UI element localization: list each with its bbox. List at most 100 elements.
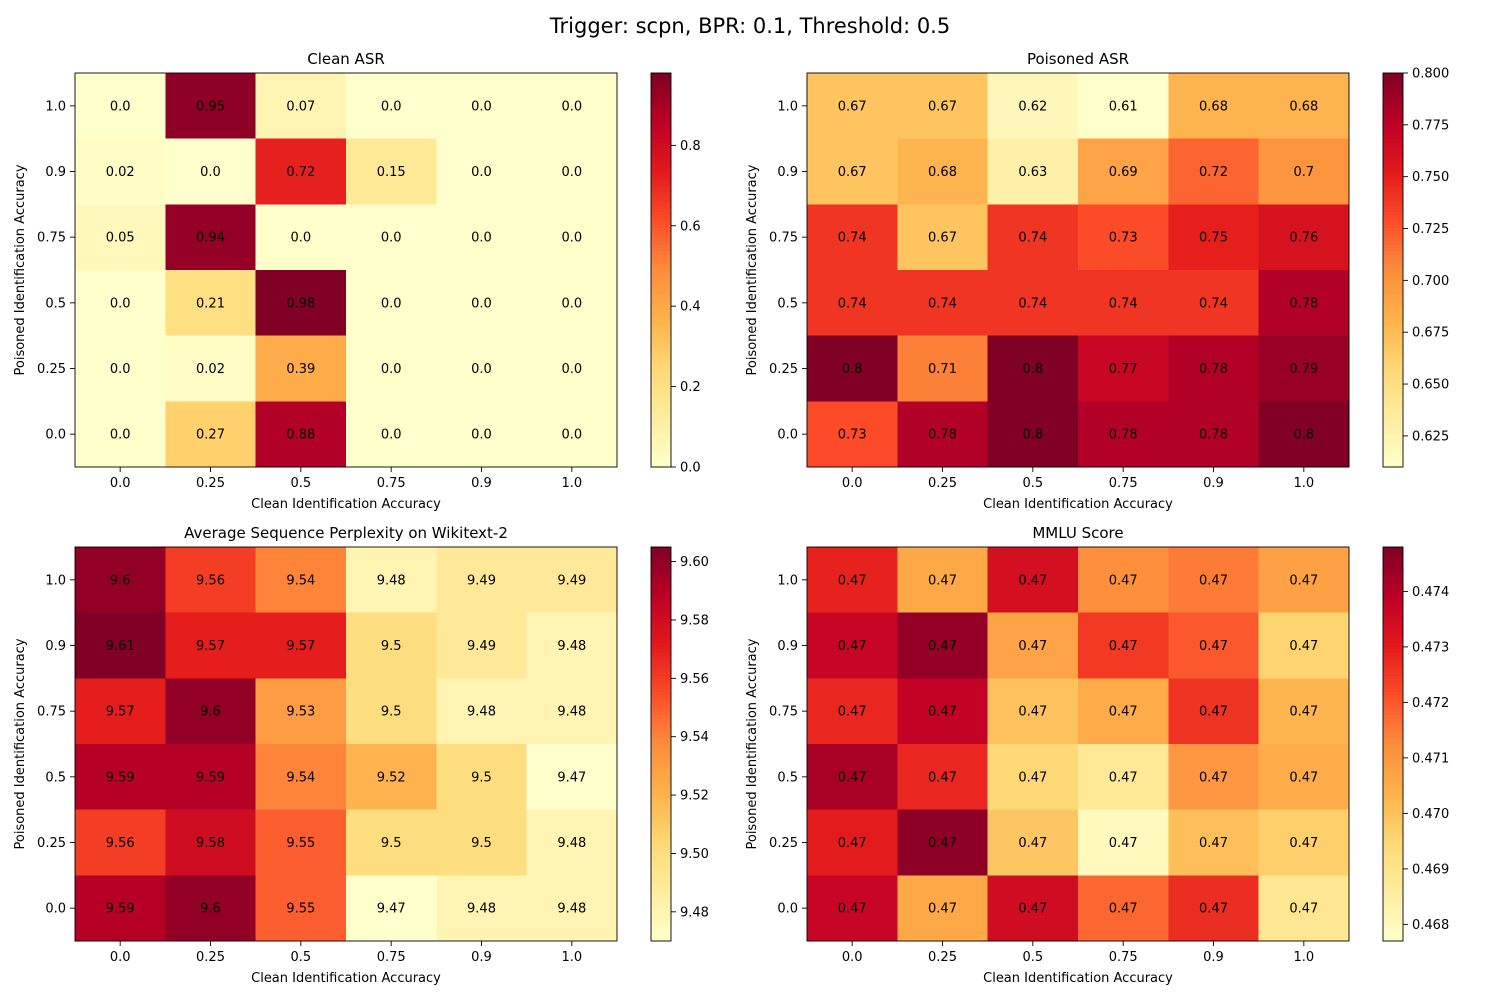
y-axis-label: Poisoned Identification Accuracy	[13, 638, 28, 849]
heatmap-cell	[897, 547, 989, 614]
heatmap-cell	[165, 401, 257, 468]
cell-label: 9.55	[286, 836, 315, 851]
cell-label: 0.7	[1293, 165, 1314, 180]
y-tick-label: 1.0	[777, 573, 798, 588]
x-tick-label: 0.75	[377, 476, 406, 491]
colorbar-segment	[1383, 358, 1403, 363]
cell-label: 0.95	[196, 99, 225, 114]
colorbar-segment	[1383, 750, 1403, 755]
colorbar-segment	[1383, 312, 1403, 317]
plot-frame	[806, 72, 1350, 468]
x-tick-label: 1.0	[561, 950, 582, 965]
colorbar-segment	[1383, 132, 1403, 137]
colorbar-segment	[651, 921, 671, 926]
colorbar-segment	[1383, 227, 1403, 232]
colorbar-segment	[1383, 911, 1403, 916]
heatmap-cell	[255, 73, 347, 140]
plot-title: Clean ASR	[307, 50, 385, 68]
cell-label: 0.78	[1199, 362, 1228, 377]
colorbar-segment	[651, 750, 671, 755]
heatmap-cell	[75, 401, 166, 468]
cell-label: 0.67	[928, 99, 957, 114]
colorbar-segment	[651, 655, 671, 660]
colorbar-segment	[651, 450, 671, 455]
colorbar-segment	[651, 891, 671, 896]
colorbar-segment	[1383, 658, 1403, 663]
heatmap-cell	[807, 270, 898, 337]
heatmap-cell	[255, 744, 347, 811]
colorbar-segment	[651, 371, 671, 376]
colorbar-segment	[1383, 881, 1403, 886]
cell-label: 0.0	[290, 231, 311, 246]
heatmap-cell	[897, 204, 989, 271]
heatmap-cell	[436, 401, 528, 468]
colorbar-segment	[1383, 450, 1403, 455]
cell-label: 0.47	[1018, 902, 1047, 917]
heatmap-cell	[1078, 809, 1169, 876]
cell-label: 9.48	[467, 705, 496, 720]
heatmap-cell	[987, 612, 1079, 679]
heatmap-cell	[526, 138, 618, 205]
cell-label: 0.0	[471, 231, 492, 246]
colorbar-segment	[1383, 302, 1403, 307]
colorbar-segment	[651, 730, 671, 735]
cell-label: 0.72	[286, 165, 315, 180]
colorbar-segment	[1383, 901, 1403, 906]
colorbar-segment	[1383, 776, 1403, 781]
heatmap-cell	[1258, 612, 1350, 679]
heatmap-cell	[165, 138, 257, 205]
colorbar-segment	[1383, 375, 1403, 380]
colorbar-tick-label: 0.0	[680, 461, 701, 476]
colorbar-tick-label: 9.56	[680, 672, 709, 687]
heatmap-cell	[1258, 809, 1350, 876]
heatmap-cell	[526, 547, 618, 614]
colorbar-segment	[1383, 694, 1403, 699]
colorbar-segment	[1383, 361, 1403, 367]
colorbar-segment	[1383, 86, 1403, 91]
colorbar-segment	[651, 724, 671, 729]
cell-label: 0.74	[838, 296, 867, 311]
colorbar-tick-label: 0.470	[1412, 807, 1449, 822]
cell-label: 0.05	[106, 231, 135, 246]
heatmap-cell	[165, 612, 257, 679]
colorbar-segment	[1383, 852, 1403, 857]
heatmap-cell	[1168, 678, 1260, 745]
x-tick-label: 1.0	[1293, 950, 1314, 965]
colorbar-segment	[651, 721, 671, 726]
colorbar-segment	[651, 599, 671, 604]
colorbar-segment	[1383, 835, 1403, 841]
colorbar-segment	[651, 306, 671, 311]
cell-label: 0.78	[1109, 428, 1138, 443]
y-tick-label: 0.75	[769, 705, 798, 720]
heatmap-cell	[1258, 270, 1350, 337]
colorbar-segment	[651, 819, 671, 824]
colorbar-segment	[1383, 161, 1403, 166]
heatmap-cell	[807, 138, 898, 205]
heatmap-cell	[987, 138, 1079, 205]
colorbar-tick-label: 0.675	[1412, 326, 1449, 341]
colorbar-segment	[651, 658, 671, 663]
colorbar-segment	[1383, 635, 1403, 640]
colorbar-segment	[1383, 638, 1403, 644]
colorbar-segment	[651, 158, 671, 163]
cell-label: 0.67	[838, 165, 867, 180]
heatmap-cell	[987, 401, 1079, 468]
colorbar-segment	[1383, 799, 1403, 804]
cell-label: 0.74	[1199, 296, 1228, 311]
colorbar-segment	[651, 388, 671, 393]
heatmap-cell	[807, 612, 898, 679]
cell-label: 9.52	[377, 770, 406, 785]
colorbar-segment	[651, 783, 671, 788]
colorbar-segment	[651, 220, 671, 225]
heatmap-cell	[436, 204, 528, 271]
colorbar-segment	[651, 73, 671, 78]
cell-label: 9.53	[286, 705, 315, 720]
cell-label: 0.47	[928, 573, 957, 588]
colorbar-segment	[651, 289, 671, 294]
heatmap-cell	[436, 73, 528, 140]
colorbar-segment	[651, 250, 671, 255]
colorbar-tick-label: 0.700	[1412, 274, 1449, 289]
x-tick-label: 0.75	[377, 950, 406, 965]
cell-label: 0.02	[196, 362, 225, 377]
